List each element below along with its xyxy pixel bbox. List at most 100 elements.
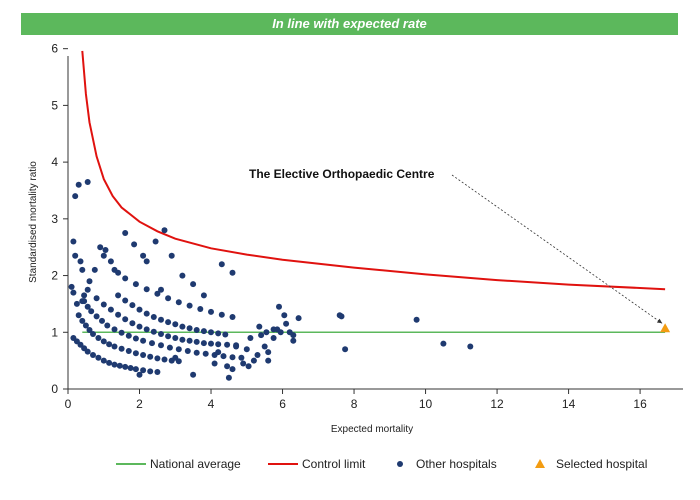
x-tick-label: 12 (490, 397, 504, 411)
other-hospital-point (440, 340, 447, 347)
other-hospital-point (166, 344, 173, 351)
other-hospital-point (115, 269, 122, 276)
legend-dot-swatch (397, 461, 403, 467)
other-hospital-point (90, 352, 96, 358)
other-hospital-point (154, 290, 161, 297)
other-hospital-point (84, 179, 91, 185)
other-hospital-point (75, 312, 82, 319)
legend: National average Control limit Other hospi… (116, 457, 647, 471)
other-hospital-point (143, 326, 150, 333)
other-hospital-point (106, 341, 113, 348)
other-hospital-point (104, 322, 111, 329)
chart-axes (67, 56, 683, 390)
other-hospital-point (277, 329, 284, 336)
y-axis-label: Standardised mortality ratio (28, 161, 39, 283)
other-hospital-point (247, 335, 254, 341)
other-hospital-point (283, 320, 290, 327)
other-hospital-point (143, 286, 150, 293)
other-hospital-point (122, 275, 129, 282)
other-hospital-point (111, 326, 118, 333)
y-tick-label: 0 (51, 382, 58, 396)
other-hospital-point (158, 342, 164, 349)
other-hospital-point (125, 348, 132, 354)
other-hospital-point (150, 314, 157, 320)
x-tick-label: 2 (136, 397, 143, 411)
other-hospital-point (208, 340, 214, 347)
other-hospital-point (100, 357, 107, 364)
other-hospital-point (132, 350, 139, 357)
other-hospital-point (132, 366, 139, 373)
other-hospital-point (215, 349, 222, 356)
y-tick-label: 1 (51, 325, 58, 339)
other-hospital-point (238, 354, 245, 361)
other-hospital-point (161, 356, 168, 363)
other-hospital-point (136, 323, 143, 330)
legend-triangle-swatch (535, 459, 545, 468)
other-hospital-point (70, 289, 77, 296)
other-hospital-point (186, 302, 193, 309)
other-hospital-point (122, 363, 129, 370)
other-hospital-point (88, 308, 95, 315)
other-hospital-point (172, 354, 179, 361)
other-hospital-point (243, 346, 250, 353)
annotation: The Elective Orthopaedic Centre (249, 167, 663, 324)
y-tick-label: 5 (51, 98, 58, 112)
y-tick-label: 6 (51, 42, 58, 56)
other-hospital-point (73, 300, 80, 307)
other-hospital-point (72, 252, 79, 259)
other-hospital-point (342, 346, 349, 353)
other-hospital-point (106, 359, 113, 366)
other-hospital-point (154, 355, 161, 362)
other-hospital-point (208, 308, 214, 315)
y-tick-label: 3 (51, 212, 58, 226)
y-tick-label: 2 (51, 269, 58, 283)
annotation-label: The Elective Orthopaedic Centre (249, 167, 435, 181)
selected-hospital-point (660, 323, 671, 333)
other-hospital-point (77, 258, 84, 265)
other-hospital-point (143, 258, 150, 265)
other-hospital-point (107, 258, 114, 265)
other-hospital-point (186, 325, 193, 332)
other-hospital-point (184, 348, 191, 354)
other-hospital-point (261, 343, 268, 350)
other-hospital-point (122, 297, 129, 304)
other-hospital-point (136, 306, 143, 313)
other-hospital-point (215, 341, 222, 348)
legend-label: Other hospitals (416, 457, 497, 471)
other-hospital-point (131, 241, 138, 248)
other-hospital-point (111, 343, 118, 350)
other-hospital-point (224, 363, 231, 370)
other-hospital-point (172, 321, 179, 328)
other-hospital-point (97, 244, 104, 251)
other-hospital-point (122, 316, 129, 323)
other-hospital-point (118, 329, 125, 336)
other-hospital-point (254, 352, 261, 358)
other-hospital-point (165, 333, 172, 340)
other-hospital-point (82, 322, 89, 329)
other-hospital-point (149, 340, 155, 347)
other-hospital-point (147, 368, 154, 375)
other-hospital-point (86, 327, 93, 333)
other-hospital-point (95, 354, 102, 361)
other-hospital-point (193, 338, 200, 345)
other-hospital-point (200, 328, 207, 335)
other-hospital-point (265, 349, 272, 356)
other-hospital-point (100, 301, 107, 308)
other-hospital-point (84, 303, 91, 310)
other-hospital-point (172, 335, 179, 341)
other-hospital-point (152, 238, 159, 245)
other-hospital-point (190, 371, 197, 378)
other-hospital-point (95, 335, 102, 341)
other-hospital-point (140, 352, 147, 358)
other-hospital-point (150, 328, 157, 335)
other-hospital-point (263, 329, 270, 336)
other-hospital-point (256, 323, 263, 330)
other-hospital-point (200, 340, 207, 347)
other-hospital-point (218, 261, 225, 268)
x-tick-label: 16 (633, 397, 647, 411)
other-hospital-point (129, 302, 136, 309)
other-hospital-point (116, 362, 123, 369)
other-hospital-point (295, 315, 302, 322)
other-hospital-point (250, 357, 257, 364)
other-hospital-point (140, 367, 147, 374)
